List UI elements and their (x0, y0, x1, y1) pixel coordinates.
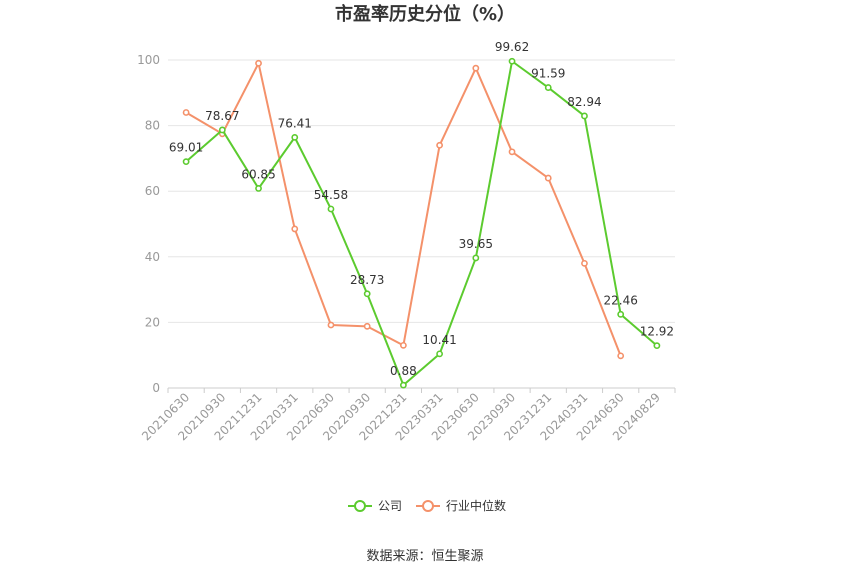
data-point-industry-median[interactable] (399, 341, 407, 349)
data-point-company[interactable] (363, 290, 371, 298)
y-tick-label: 100 (137, 53, 160, 67)
data-point-company[interactable] (581, 112, 588, 120)
grid (168, 59, 675, 323)
data-point-industry-median[interactable] (472, 64, 480, 72)
legend-label: 公司 (378, 499, 402, 513)
series-line-industry-median (185, 62, 622, 357)
data-point-company[interactable] (182, 158, 190, 166)
chart-title: 市盈率历史分位（%） (335, 3, 515, 25)
data-point-company[interactable] (399, 381, 407, 389)
data-point-industry-median[interactable] (544, 174, 552, 182)
data-point-company[interactable] (436, 350, 444, 358)
data-point-industry-median[interactable] (182, 109, 190, 116)
data-point-company[interactable] (472, 254, 480, 262)
data-point-industry-median[interactable] (617, 352, 625, 360)
data-label: 54.58 (314, 188, 348, 202)
data-label: 28.73 (350, 273, 384, 287)
y-axis-ticks: 0 20 40 60 80 100 (137, 53, 160, 395)
data-point-industry-median[interactable] (327, 321, 335, 329)
data-point-company[interactable] (291, 133, 299, 141)
data-label: 39.65 (459, 237, 493, 251)
data-label: 91.59 (531, 67, 565, 81)
data-point-company[interactable] (544, 84, 552, 91)
data-point-industry-median[interactable] (363, 322, 371, 330)
y-tick-label: 0 (152, 381, 160, 395)
data-label: 69.01 (169, 141, 203, 155)
legend-marker-icon (422, 500, 434, 512)
legend[interactable]: 公司 行业中位数 (348, 498, 506, 513)
data-labels: 69.01 78.67 60.85 76.41 54.58 28.73 0.88 10.41 3… (169, 40, 674, 378)
data-point-company[interactable] (255, 185, 262, 192)
y-tick-label: 60 (145, 184, 160, 198)
data-label: 10.41 (422, 333, 456, 347)
data-label: 60.85 (241, 167, 275, 181)
data-point-company[interactable] (218, 126, 226, 134)
data-label: 99.62 (495, 40, 529, 54)
data-point-industry-median[interactable] (255, 59, 262, 67)
data-label: 76.41 (278, 116, 312, 130)
legend-marker-icon (354, 500, 366, 512)
series-line-company (185, 60, 658, 387)
data-label: 22.46 (603, 293, 637, 307)
data-label: 12.92 (640, 325, 674, 339)
legend-label: 行业中位数 (446, 498, 506, 513)
y-tick-label: 80 (145, 119, 160, 133)
y-tick-label: 20 (145, 315, 160, 329)
data-point-company[interactable] (653, 342, 661, 350)
series-group (182, 57, 661, 389)
data-label: 78.67 (205, 109, 239, 123)
data-point-industry-median[interactable] (581, 259, 588, 267)
data-point-company[interactable] (508, 57, 516, 65)
data-point-company[interactable] (327, 205, 335, 213)
data-label: 0.88 (390, 364, 417, 378)
y-tick-label: 40 (145, 250, 160, 264)
data-point-company[interactable] (617, 310, 625, 318)
data-point-industry-median[interactable] (508, 148, 516, 156)
legend-item-industry-median[interactable]: 行业中位数 (416, 498, 506, 513)
x-axis: 2021063020210930202112312022033120220630… (139, 387, 676, 443)
legend-item-company[interactable]: 公司 (348, 499, 402, 513)
data-point-industry-median[interactable] (436, 141, 444, 149)
source-note: 数据来源：恒生聚源 (366, 549, 483, 564)
data-point-industry-median[interactable] (291, 225, 299, 233)
data-label: 82.94 (567, 95, 601, 109)
